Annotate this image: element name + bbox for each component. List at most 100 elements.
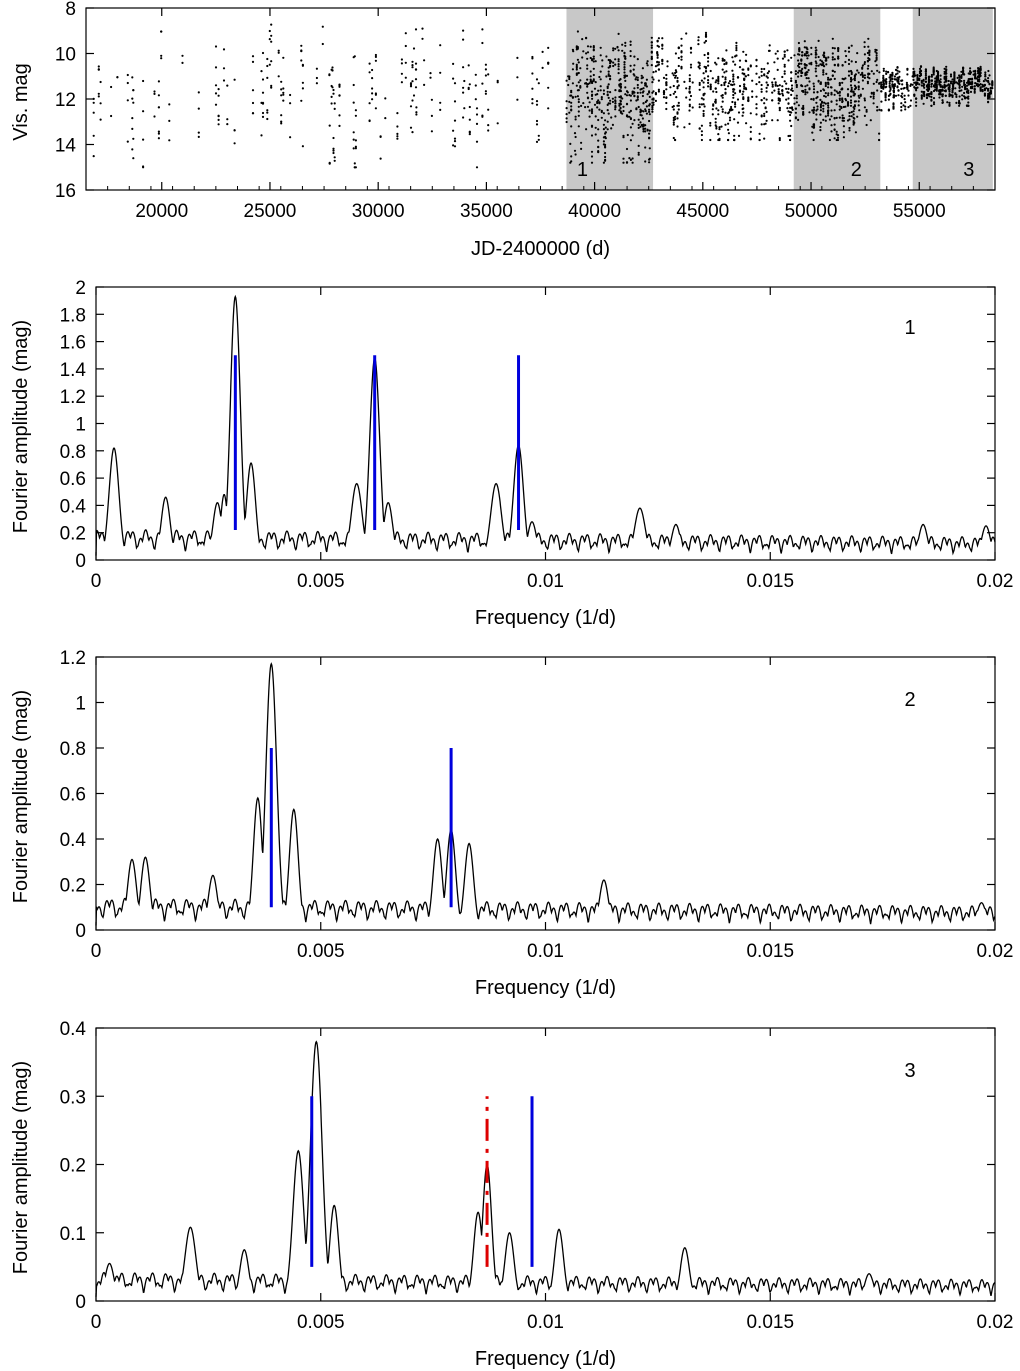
data-point xyxy=(749,126,752,129)
data-point xyxy=(747,74,750,77)
data-point xyxy=(974,72,977,75)
data-point xyxy=(702,72,705,75)
data-point xyxy=(628,157,631,160)
data-point xyxy=(251,101,255,105)
data-point xyxy=(891,73,894,76)
data-point xyxy=(812,82,815,85)
data-point xyxy=(760,83,763,87)
x-axis-label: Frequency (1/d) xyxy=(475,607,616,629)
data-point xyxy=(131,117,134,120)
data-point xyxy=(590,110,594,113)
data-point xyxy=(570,125,573,128)
data-point xyxy=(842,125,846,128)
data-point xyxy=(453,140,457,143)
data-point xyxy=(374,107,377,110)
data-point xyxy=(734,103,737,106)
data-point xyxy=(301,81,304,84)
data-point xyxy=(665,73,668,77)
data-point xyxy=(624,86,627,89)
data-point xyxy=(806,48,809,51)
data-point xyxy=(727,128,730,131)
data-point xyxy=(789,113,792,117)
data-point xyxy=(913,81,916,84)
data-point xyxy=(866,80,870,83)
data-point xyxy=(941,89,944,92)
data-point xyxy=(217,115,220,118)
data-point xyxy=(656,56,659,59)
data-point xyxy=(214,103,218,106)
data-point xyxy=(872,93,875,96)
data-point xyxy=(913,70,916,73)
data-point xyxy=(277,49,280,52)
data-point xyxy=(531,98,534,101)
plot-frame xyxy=(95,286,996,561)
data-point xyxy=(859,93,862,96)
data-point xyxy=(222,67,226,70)
data-point xyxy=(718,128,721,131)
data-point xyxy=(956,76,959,79)
y-axis-label: Fourier amplitude (mag) xyxy=(10,320,32,533)
plot-frame xyxy=(95,656,996,931)
data-point xyxy=(901,79,904,82)
data-point xyxy=(632,68,635,71)
data-point xyxy=(850,44,853,47)
data-point xyxy=(878,71,881,74)
data-point xyxy=(371,68,374,72)
data-point xyxy=(411,66,414,69)
data-point xyxy=(611,97,615,100)
data-point xyxy=(848,126,851,130)
data-point xyxy=(396,125,399,128)
data-point xyxy=(854,60,858,64)
data-point xyxy=(674,69,678,72)
data-point xyxy=(867,45,870,48)
x-tick-label: 45000 xyxy=(676,201,729,222)
data-point xyxy=(852,113,855,116)
data-point xyxy=(371,98,374,101)
data-point xyxy=(952,85,955,89)
data-point xyxy=(863,97,866,100)
data-point xyxy=(845,99,848,102)
data-point xyxy=(945,79,948,82)
data-point xyxy=(983,94,987,97)
data-point xyxy=(674,138,677,142)
data-point xyxy=(916,86,919,89)
data-point xyxy=(637,105,640,109)
data-point xyxy=(849,101,853,104)
y-tick-label: 1.6 xyxy=(60,333,86,354)
data-point xyxy=(920,80,923,83)
data-point xyxy=(328,73,331,76)
data-point xyxy=(861,75,865,78)
panel-number-label: 1 xyxy=(904,317,915,339)
data-point xyxy=(815,118,818,121)
frequency-markers xyxy=(310,1096,534,1267)
data-point xyxy=(819,59,822,62)
data-point xyxy=(939,90,942,93)
data-point xyxy=(830,93,833,96)
data-point xyxy=(727,122,730,125)
data-point xyxy=(629,43,632,47)
data-point xyxy=(452,62,455,65)
data-point xyxy=(844,77,847,80)
data-point xyxy=(816,105,819,108)
data-point xyxy=(857,94,860,97)
data-point xyxy=(911,83,914,86)
data-point xyxy=(648,110,651,113)
data-point xyxy=(624,57,627,60)
data-point xyxy=(973,91,976,94)
data-point xyxy=(698,81,701,85)
data-point xyxy=(732,78,735,81)
data-point xyxy=(742,50,745,53)
data-point xyxy=(842,119,846,122)
data-point xyxy=(771,99,774,102)
data-point xyxy=(430,114,433,117)
data-point xyxy=(842,117,846,120)
data-point xyxy=(142,165,145,168)
data-point xyxy=(827,56,830,59)
amplitude-spectrum-line xyxy=(95,1040,996,1297)
data-point xyxy=(805,73,808,76)
data-point xyxy=(844,50,847,53)
data-point xyxy=(885,80,888,83)
x-tick-label: 35000 xyxy=(460,201,513,222)
data-point xyxy=(725,70,728,73)
